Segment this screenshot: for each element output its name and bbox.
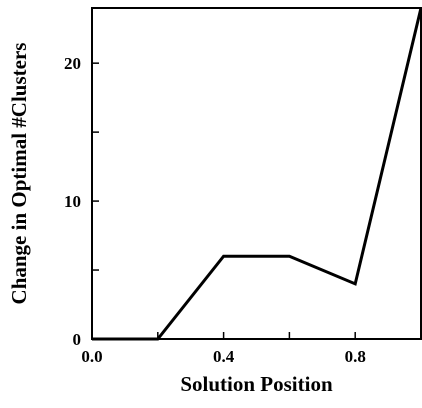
tick-labels-group: 0.0 0.4 0.8 0 10 20 [64, 54, 366, 366]
y-tick-label: 20 [64, 54, 81, 73]
plot-frame [91, 7, 422, 340]
y-axis-label: Change in Optimal #Clusters [7, 43, 31, 305]
ticks-group [91, 62, 422, 340]
series-group [92, 7, 422, 341]
series-line [92, 7, 422, 341]
x-axis-label: Solution Position [180, 372, 333, 396]
y-tick-label: 10 [64, 192, 81, 211]
x-tick-label: 0.0 [81, 347, 102, 366]
x-tick-label: 0.4 [213, 347, 235, 366]
axes-group [91, 7, 422, 340]
y-tick-label: 0 [73, 330, 82, 349]
x-tick-label: 0.8 [345, 347, 366, 366]
